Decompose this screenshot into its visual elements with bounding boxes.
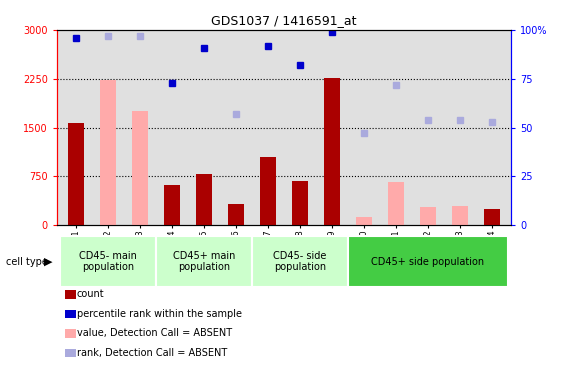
Text: CD45- main
population: CD45- main population [79,251,137,272]
Bar [132,111,148,225]
Text: cell type: cell type [6,256,48,267]
Bar [388,182,404,225]
Bar [228,204,244,225]
Bar [452,206,468,225]
Text: CD45+ main
population: CD45+ main population [173,251,235,272]
Bar [164,185,180,225]
Bar [260,157,276,225]
Bar [196,174,212,225]
Bar [356,217,372,225]
Text: count: count [77,290,105,299]
Bar [100,80,116,225]
Bar [484,209,500,225]
Bar [68,123,84,225]
Bar [324,78,340,225]
Text: ▶: ▶ [44,256,52,267]
Text: value, Detection Call = ABSENT: value, Detection Call = ABSENT [77,328,232,338]
Bar [292,181,308,225]
Bar [420,207,436,225]
Text: rank, Detection Call = ABSENT: rank, Detection Call = ABSENT [77,348,227,358]
Text: CD45- side
population: CD45- side population [273,251,327,272]
Text: percentile rank within the sample: percentile rank within the sample [77,309,241,319]
Title: GDS1037 / 1416591_at: GDS1037 / 1416591_at [211,15,357,27]
Text: CD45+ side population: CD45+ side population [371,256,485,267]
